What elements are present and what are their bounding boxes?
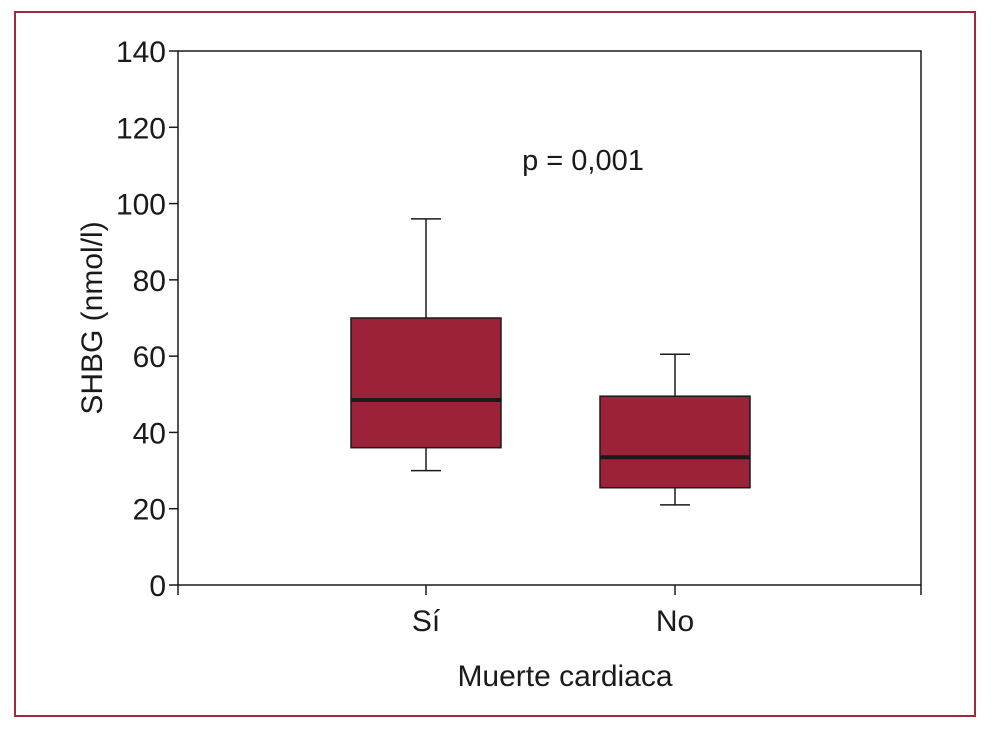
y-tick-label: 140 <box>116 36 166 69</box>
y-tick-label: 100 <box>116 189 166 222</box>
plot-frame <box>177 50 922 586</box>
y-tick-label: 60 <box>133 341 166 374</box>
x-tick-label: No <box>656 605 694 638</box>
y-tick-label: 20 <box>133 494 166 527</box>
box-no <box>599 395 751 489</box>
y-tick-label: 0 <box>149 570 166 603</box>
x-axis-title: Muerte cardiaca <box>457 660 672 693</box>
box-s- <box>350 317 502 449</box>
y-axis-title: SHBG (nmol/l) <box>76 221 109 414</box>
y-tick-label: 120 <box>116 112 166 145</box>
y-tick-label: 80 <box>133 265 166 298</box>
y-tick-label: 40 <box>133 417 166 450</box>
figure-frame <box>14 11 976 717</box>
x-tick-label: Sí <box>412 605 441 638</box>
p-value-annotation: p = 0,001 <box>522 145 644 177</box>
